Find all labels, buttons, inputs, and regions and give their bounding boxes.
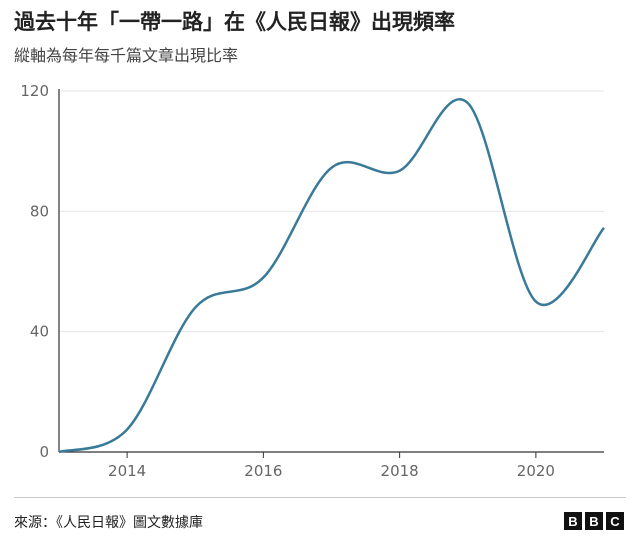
chart-subtitle: 縱軸為每年每千篇文章出現比率 [14, 46, 239, 65]
y-tick-label: 120 [20, 82, 49, 100]
line-chart: 0 40 80 120 2014 2016 2018 2020 [20, 82, 605, 480]
x-tick-label: 2020 [517, 462, 555, 480]
y-tick-label: 80 [30, 202, 49, 220]
chart-title: 過去十年「一帶一路」在《人民日報》出現頻率 [14, 10, 455, 34]
source-text: 來源：《人民日報》圖文數據庫 [14, 515, 203, 531]
y-tick-label: 0 [39, 443, 49, 461]
x-tick-label: 2014 [108, 462, 146, 480]
series-line [58, 98, 605, 454]
x-tick-label: 2016 [244, 462, 282, 480]
y-tick-label: 40 [30, 323, 49, 341]
x-tick-label: 2018 [381, 462, 419, 480]
footer-divider [14, 497, 626, 498]
